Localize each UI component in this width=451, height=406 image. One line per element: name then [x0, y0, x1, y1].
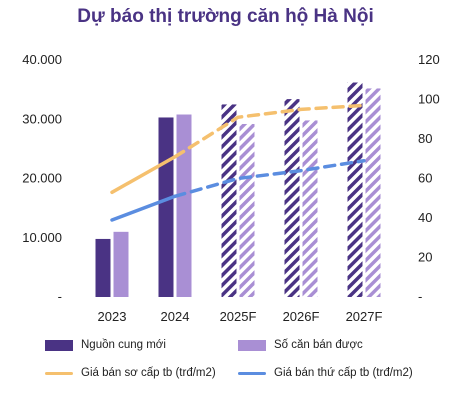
line-primary-price-forecast — [173, 103, 366, 159]
bar-new-supply-2026f — [284, 99, 300, 297]
legend-swatch-new-supply — [45, 339, 73, 351]
legend-swatch-primary-price — [45, 371, 73, 375]
legend-item-units-sold: Số căn bán được — [238, 339, 363, 351]
legend-item-new-supply: Nguồn cung mới — [45, 339, 166, 351]
bar-new-supply-2024 — [158, 117, 174, 297]
x-axis-tick-2026f: 2026F — [283, 309, 320, 324]
left-axis-tick: 40.000 — [22, 52, 62, 67]
left-axis-tick: 10.000 — [22, 230, 62, 245]
legend-swatch-secondary-price — [238, 371, 266, 375]
bar-new-supply-2023 — [95, 238, 111, 297]
line-secondary-price-forecast — [173, 158, 366, 199]
chart-title: Dự báo thị trường căn hộ Hà Nội — [77, 6, 374, 27]
right-axis-tick: 80 — [418, 131, 432, 146]
legend-label-new-supply: Nguồn cung mới — [81, 339, 166, 351]
bar-units-sold-2023 — [113, 231, 129, 297]
legend-label-units-sold: Số căn bán được — [274, 339, 363, 351]
right-axis-tick: 60 — [418, 171, 432, 186]
bar-units-sold-2027f — [365, 88, 381, 297]
x-axis-tick-2027f: 2027F — [346, 309, 383, 324]
x-axis-tick-2023: 2023 — [98, 309, 127, 324]
right-axis-tick: 120 — [418, 52, 440, 67]
left-axis-tick: 20.000 — [22, 171, 62, 186]
chart-plot: - 10.000 20.000 30.000 40.000 - 20 40 60 80 100 120… — [22, 52, 440, 324]
x-axis-tick-2025f: 2025F — [220, 309, 257, 324]
x-axis-tick-2024: 2024 — [161, 309, 190, 324]
left-axis-tick: 30.000 — [22, 111, 62, 126]
line-secondary-price-actual — [110, 194, 177, 222]
bar-units-sold-2024 — [176, 114, 192, 297]
bar-new-supply-2027f — [347, 82, 363, 297]
legend-label-secondary-price: Giá bán thứ cấp tb (trđ/m2) — [274, 367, 413, 379]
legend-item-secondary-price: Giá bán thứ cấp tb (trđ/m2) — [238, 367, 413, 379]
bar-units-sold-2025f — [239, 123, 255, 298]
left-axis-tick: - — [58, 289, 62, 304]
right-axis-tick: 40 — [418, 210, 432, 225]
legend-item-primary-price: Giá bán sơ cấp tb (trđ/m2) — [45, 367, 216, 379]
legend-swatch-units-sold — [238, 339, 266, 351]
bar-units-sold-2026f — [302, 120, 318, 297]
right-axis-tick: - — [418, 289, 422, 304]
legend-label-primary-price: Giá bán sơ cấp tb (trđ/m2) — [81, 367, 216, 379]
line-primary-price-actual — [110, 155, 177, 195]
right-axis-tick: 20 — [418, 250, 432, 265]
bar-new-supply-2025f — [221, 104, 237, 297]
right-axis-tick: 100 — [418, 92, 440, 107]
